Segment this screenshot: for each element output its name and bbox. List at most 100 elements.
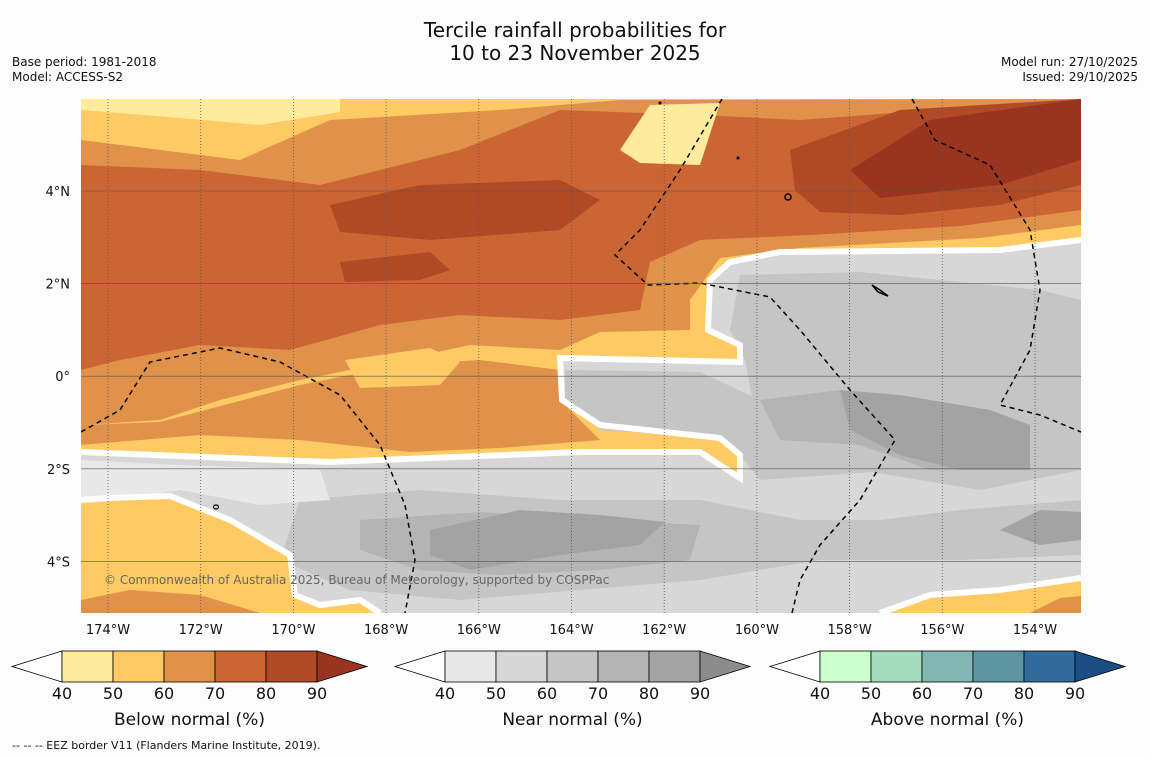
latitude-labels: 4°N 2°N 0° 2°S 4°S (46, 185, 71, 570)
island-marker (784, 193, 792, 201)
legend-swatch (972, 650, 1025, 683)
legend-swatch (163, 650, 216, 683)
graticule (81, 99, 1081, 613)
issued-date: Issued: 29/10/2025 (1022, 70, 1138, 84)
legend-tick: 40 (52, 684, 72, 703)
longitude-label: 170°W (271, 623, 315, 638)
below-60-se (1030, 596, 1081, 613)
longitude-label: 160°W (735, 623, 779, 638)
legend-1: 40 50 60 70 80 90 Below normal (%) (10, 650, 369, 730)
below-60-sw (81, 590, 260, 613)
model-name: Model: ACCESS-S2 (12, 70, 124, 84)
legend-tick: 90 (1065, 684, 1085, 703)
legend-arrow-right (316, 650, 369, 683)
near-40-west (81, 460, 330, 505)
legend-swatch (265, 650, 318, 683)
latitude-label: 4°N (46, 185, 71, 200)
longitude-labels: 174°W 172°W 170°W 168°W 166°W 164°W 162°W 160°W… (86, 623, 1057, 638)
boundary-line-main (81, 237, 1081, 484)
legend-swatch (61, 650, 114, 683)
legend-tick: 80 (1014, 684, 1034, 703)
legend-arrow-left (768, 650, 821, 683)
legend-swatch (214, 650, 267, 683)
legend-tick: 50 (486, 684, 506, 703)
legend-swatch (1023, 650, 1076, 683)
legend-swatch (495, 650, 548, 683)
latitude-label: 2°S (47, 463, 70, 478)
legend-tick: 60 (912, 684, 932, 703)
below-60-eq (81, 360, 600, 452)
island-marker (736, 156, 740, 160)
eez-border-west (81, 347, 416, 613)
legend-tick: 70 (963, 684, 983, 703)
legend-tick: 80 (639, 684, 659, 703)
near-80-se (1000, 510, 1081, 545)
legends: 40 50 60 70 80 90 Below normal (%) 40 50 60 70 80 90… (10, 650, 1127, 730)
title-line-2: 10 to 23 November 2025 (449, 41, 701, 65)
legend-tick: 70 (205, 684, 225, 703)
title-line-1: Tercile rainfall probabilities for (423, 18, 727, 42)
island-marker (658, 101, 662, 105)
legend-swatch (546, 650, 599, 683)
below-50-eq (345, 348, 460, 388)
legend-2: 40 50 60 70 80 90 Near normal (%) (393, 650, 752, 730)
eez-border-east (911, 99, 1081, 433)
copyright-text: © Commonwealth of Australia 2025, Bureau… (104, 573, 609, 587)
below-40-top (81, 99, 340, 125)
legend-swatch (819, 650, 872, 683)
latitude-label: 4°S (47, 555, 70, 570)
legend-tick: 60 (537, 684, 557, 703)
longitude-label: 154°W (1013, 623, 1057, 638)
legend-tick: 80 (256, 684, 276, 703)
map-fields (81, 99, 1081, 613)
legend-arrow-right (699, 650, 752, 683)
legend-tick: 70 (588, 684, 608, 703)
legend-label: Above normal (%) (871, 710, 1024, 730)
near-80-south (430, 510, 665, 570)
latitude-label: 2°N (46, 278, 71, 293)
legend-tick: 50 (103, 684, 123, 703)
longitude-label: 166°W (457, 623, 501, 638)
longitude-label: 164°W (549, 623, 593, 638)
boundary-line-sw (81, 492, 382, 613)
longitude-label: 174°W (86, 623, 130, 638)
legend-arrow-right (1074, 650, 1127, 683)
chart-title: Tercile rainfall probabilities for 10 to… (0, 19, 1150, 65)
longitude-label: 156°W (920, 623, 964, 638)
eez-border-center (613, 99, 896, 613)
meta-left: Base period: 1981-2018 Model: ACCESS-S2 (12, 55, 157, 85)
legend-label: Near normal (%) (502, 710, 642, 730)
legend-label: Below normal (%) (114, 710, 265, 730)
legend-tick: 40 (435, 684, 455, 703)
legend-swatch (444, 650, 497, 683)
island-marker (871, 284, 889, 297)
legend-swatch (597, 650, 650, 683)
below-80-patch-mid (340, 252, 450, 282)
legend-swatch (112, 650, 165, 683)
legend-tick: 50 (861, 684, 881, 703)
longitude-label: 158°W (828, 623, 872, 638)
legend-tick: 90 (307, 684, 327, 703)
legend-tick: 90 (690, 684, 710, 703)
island-marker (212, 504, 220, 510)
below-40-top-mid (620, 103, 720, 165)
longitude-label: 172°W (179, 623, 223, 638)
legend-3: 40 50 60 70 80 90 Above normal (%) (768, 650, 1127, 730)
legend-arrow-left (393, 650, 446, 683)
below-90-patch-ne (850, 99, 1081, 198)
latitude-label: 0° (55, 370, 70, 385)
legend-tick: 60 (154, 684, 174, 703)
legend-arrow-left (10, 650, 63, 683)
legend-swatch (648, 650, 701, 683)
eez-footnote: -- -- -- EEZ border V11 (Flanders Marine… (12, 739, 321, 752)
legend-swatch (921, 650, 974, 683)
longitude-label: 168°W (364, 623, 408, 638)
below-sw-patch (81, 496, 380, 613)
model-run: Model run: 27/10/2025 (1000, 55, 1138, 69)
longitude-label: 162°W (642, 623, 686, 638)
meta-right: Model run: 27/10/2025 Issued: 29/10/2025 (1001, 55, 1138, 85)
legend-tick: 40 (810, 684, 830, 703)
near-80-center (840, 390, 1030, 470)
below-80-patch-north (330, 180, 600, 240)
